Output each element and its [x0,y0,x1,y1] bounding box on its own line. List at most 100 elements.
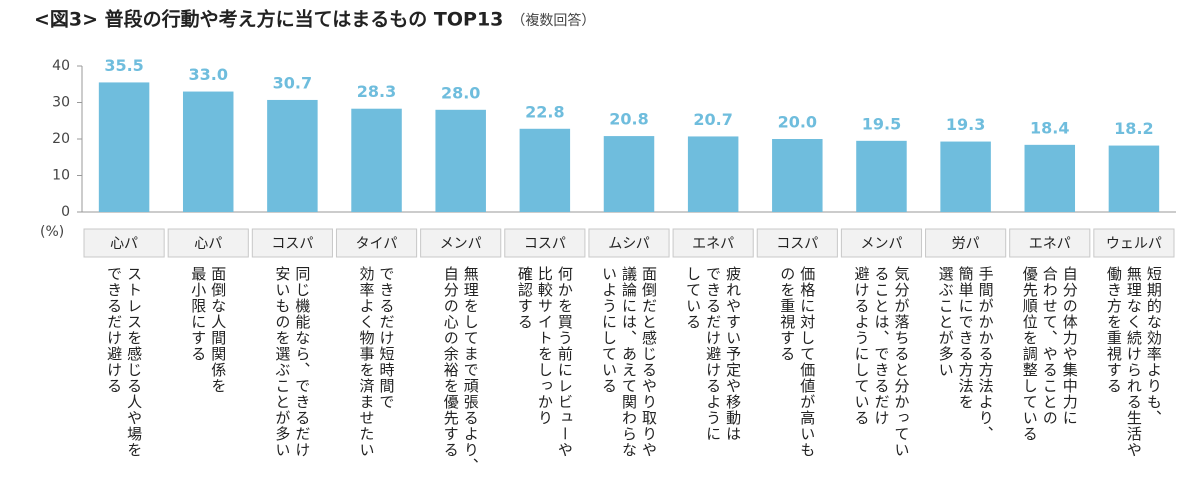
description-line: 何かを買う前にレビューや [555,266,574,458]
x-tick-label: コスパ [271,236,313,252]
description-line: 合わせて、やることの [1040,266,1059,426]
description-line: 効率よく物事を済ませたい [357,266,376,458]
x-tick-label: メンパ [440,236,482,252]
x-tick-label: コスパ [776,236,818,252]
x-tick-label: エネパ [692,236,734,252]
tag-box [1009,228,1091,258]
description-line: 自分の心の余裕を優先する [441,266,460,458]
unit-label: (%) [40,224,64,240]
description: 同じ機能なら、できるだけ 安いものを選ぶことが多い [272,266,312,492]
tag-box [840,228,923,258]
tag-box [756,228,838,258]
description-line: 避けるようにしている [852,266,871,426]
description: 何かを買う前にレビューや 比較サイトをしっかり 確認する [515,266,575,492]
tag-box [167,228,249,258]
bar [603,136,655,212]
bar [351,108,402,212]
tag-box [420,228,502,258]
x-tick-label: ムシパ [608,236,650,252]
description: 面倒だと感じるやり取りや 議論には、あえて関わらな いようにしている [599,266,659,492]
description-line: 面倒だと感じるやり取りや [640,266,658,458]
x-tick-label: 労パ [952,236,980,252]
bar [940,141,991,212]
x-tick-label: メンパ [860,236,902,252]
bar [1024,144,1076,212]
description: 価格に対して価値が高いも のを重視する [777,266,817,492]
chart-subtitle: （複数回答） [511,12,595,29]
description-line: 気分が落ちると分かってい [892,266,911,458]
value-label: 20.7 [693,110,732,129]
description: できるだけ短時間で 効率よく物事を済ませたい [357,266,397,492]
value-label: 33.0 [188,65,227,84]
bar [772,139,823,212]
description: 短期的な効率よりも、 無理なく続けられる生活や 働き方を重視する [1104,266,1164,492]
description-line: 安いものを選ぶことが多い [273,266,292,458]
description-line: 面倒な人間関係を [209,266,228,394]
x-tick-label: 心パ [194,236,222,252]
description-line: 無理をしてまで頑張るより、 [461,266,480,474]
description: ストレスを感じる人や場を できるだけ避ける [104,266,144,492]
bar [435,109,486,212]
x-tick-label: 心パ [110,236,138,252]
bar [1108,145,1160,212]
tag-box [588,228,670,258]
value-label: 35.5 [104,56,143,75]
value-label: 20.0 [778,113,817,132]
description-line: のを重視する [778,266,797,362]
description: 無理をしてまで頑張るより、 自分の心の余裕を優先する [441,266,481,492]
value-label: 22.8 [525,102,564,121]
bar [267,99,318,212]
description-line: 比較サイトをしっかり [535,266,554,426]
description-line: できるだけ短時間で [377,266,396,410]
description-line: 同じ機能なら、できるだけ [293,266,312,458]
description-line: できるだけ避ける [105,266,124,394]
tag-box [925,228,1007,258]
description-line: ることは、できるだけ [872,266,891,426]
description: 面倒な人間関係を 最小限にする [188,266,228,492]
tag-box [335,228,418,258]
value-label: 19.5 [862,114,901,133]
description-line: 短期的な効率よりも、 [1144,266,1163,426]
x-tick-label: ウェルパ [1106,236,1162,252]
x-tick-label: エネパ [1029,236,1071,252]
tag-box [672,228,754,258]
value-label: 20.8 [609,110,648,129]
value-label: 18.4 [1030,118,1069,137]
description-line: 選ぶことが多い [936,266,955,378]
x-tick-label: コスパ [524,236,566,252]
x-tick-label: タイパ [356,236,398,252]
y-tick-label: 40 [52,58,70,74]
description-line: 無理なく続けられる生活や [1124,266,1143,458]
y-tick-label: 20 [52,131,70,147]
description-line: 優先順位を調整している [1020,266,1039,442]
tag-box [1093,228,1175,258]
description-line: 簡単にできる方法を [956,266,975,410]
tag-box [83,228,165,258]
bar [687,136,739,212]
description-line: 自分の体力や集中力に [1060,266,1079,426]
description-line: 疲れやすい予定や移動は [724,266,743,442]
y-tick-label: 10 [52,168,70,184]
tag-box [251,228,333,258]
description-line: 確認する [515,266,534,330]
description: 自分の体力や集中力に 合わせて、やることの 優先順位を調整している [1020,266,1080,492]
value-label: 19.3 [946,115,985,134]
y-tick-label: 0 [61,204,70,220]
value-label: 28.3 [357,82,396,101]
value-label: 30.7 [273,73,312,92]
description-line: 働き方を重視する [1104,266,1123,394]
chart-title: <図3> 普段の行動や考え方に当てはまるもの TOP13 [34,8,503,31]
description: 手間がかかる方法より、 簡単にできる方法を 選ぶことが多い [936,266,996,492]
bar [182,91,234,212]
bar [856,140,907,212]
description-line: できるだけ避けるように [704,266,723,442]
bar [519,128,571,212]
description-line: いようにしている [600,266,618,394]
value-label: 18.2 [1114,119,1153,138]
description: 疲れやすい予定や移動は できるだけ避けるように している [683,266,743,492]
value-label: 28.0 [441,83,480,102]
description-line: 議論には、あえて関わらな [620,266,638,458]
description: 気分が落ちると分かってい ることは、できるだけ 避けるようにしている [851,266,911,492]
